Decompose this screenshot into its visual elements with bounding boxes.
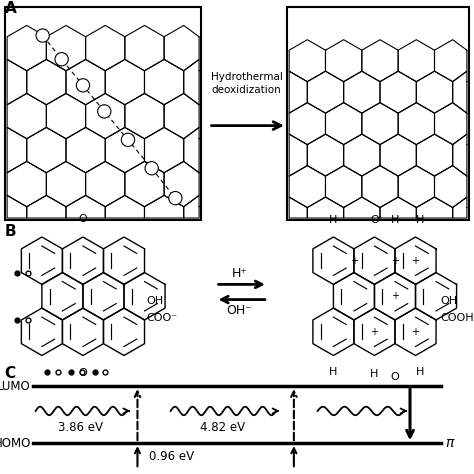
Text: COOH: COOH bbox=[440, 312, 474, 323]
Circle shape bbox=[121, 133, 135, 146]
Text: 0.96 eV: 0.96 eV bbox=[149, 450, 194, 463]
Text: +: + bbox=[391, 255, 399, 266]
Text: H⁺: H⁺ bbox=[231, 267, 247, 280]
Text: +: + bbox=[371, 327, 378, 337]
Text: O: O bbox=[391, 372, 400, 382]
Text: H: H bbox=[415, 367, 424, 377]
Text: O: O bbox=[370, 215, 379, 226]
Text: OH⁻: OH⁻ bbox=[227, 304, 252, 317]
Text: 3.86 eV: 3.86 eV bbox=[58, 421, 103, 434]
Bar bbox=[287, 7, 469, 220]
Text: C: C bbox=[5, 366, 16, 381]
Text: H: H bbox=[329, 367, 337, 377]
Text: OH: OH bbox=[146, 296, 164, 306]
Text: Hydrothermal
deoxidization: Hydrothermal deoxidization bbox=[210, 73, 283, 95]
Text: HOMO: HOMO bbox=[0, 437, 31, 450]
Circle shape bbox=[76, 79, 90, 92]
Text: O: O bbox=[79, 368, 87, 378]
Text: H: H bbox=[370, 369, 379, 380]
Circle shape bbox=[55, 53, 68, 66]
Text: 4.82 eV: 4.82 eV bbox=[200, 421, 246, 434]
Text: LUMO: LUMO bbox=[0, 380, 31, 393]
Text: B: B bbox=[5, 224, 17, 239]
Text: H: H bbox=[391, 215, 399, 226]
Circle shape bbox=[36, 29, 49, 42]
Text: π: π bbox=[446, 436, 454, 450]
Text: A: A bbox=[5, 1, 17, 17]
Text: H: H bbox=[415, 215, 424, 226]
Text: H: H bbox=[329, 215, 337, 226]
Circle shape bbox=[145, 162, 158, 175]
Text: +: + bbox=[411, 255, 419, 266]
Text: +: + bbox=[391, 291, 399, 301]
Text: OH: OH bbox=[440, 296, 457, 306]
Text: O: O bbox=[79, 214, 87, 224]
Text: +: + bbox=[411, 327, 419, 337]
Circle shape bbox=[169, 191, 182, 205]
Circle shape bbox=[98, 105, 111, 118]
Bar bbox=[5, 7, 201, 220]
Text: +: + bbox=[350, 255, 358, 266]
Text: COO⁻: COO⁻ bbox=[146, 312, 178, 323]
